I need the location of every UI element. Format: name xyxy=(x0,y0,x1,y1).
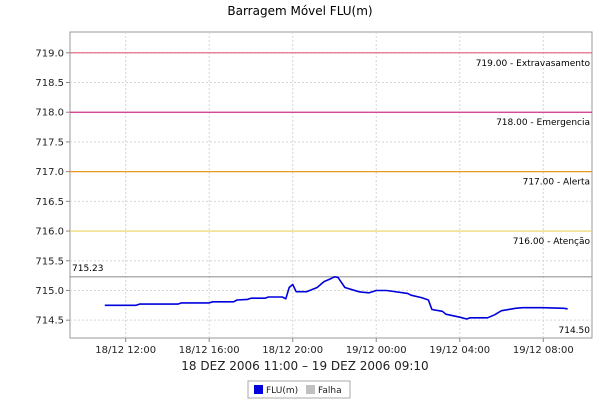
threshold-label: 716.00 - Atenção xyxy=(513,237,591,247)
legend-label: FLU(m) xyxy=(266,386,298,396)
legend-swatch xyxy=(254,385,263,394)
x-axis-label: 18 DEZ 2006 11:00 – 19 DEZ 2006 09:10 xyxy=(181,359,428,373)
legend: FLU(m) Falha xyxy=(247,380,351,399)
series-lines xyxy=(104,275,568,320)
threshold-label: 718.00 - Emergencia xyxy=(496,118,590,128)
x-tick-label: 19/12 08:00 xyxy=(513,345,574,356)
x-tick-label: 19/12 04:00 xyxy=(429,345,490,356)
y-axis: 714.5 715.0 715.5 716.0 716.5 717.0 717.5 718.0… xyxy=(35,48,70,327)
y-tick-label: 718.5 xyxy=(35,78,64,89)
x-tick-label: 18/12 12:00 xyxy=(95,345,156,356)
threshold-label: 717.00 - Alerta xyxy=(523,178,590,188)
threshold-lines: 719.00 - Extravasamento 718.00 - Emergenc… xyxy=(70,52,592,336)
threshold-label: 719.00 - Extravasamento xyxy=(476,59,591,69)
y-tick-label: 716.0 xyxy=(35,227,64,238)
legend-label: Falha xyxy=(318,386,342,396)
threshold-label: 715.23 xyxy=(72,264,104,274)
legend-swatch xyxy=(306,385,315,394)
chart-title: Barragem Móvel FLU(m) xyxy=(227,4,372,18)
series-line xyxy=(494,306,568,316)
y-tick-label: 714.5 xyxy=(35,316,64,327)
y-tick-label: 717.0 xyxy=(35,167,64,178)
x-tick-label: 18/12 20:00 xyxy=(262,345,323,356)
legend-box xyxy=(247,380,351,399)
annotation-label: 714.50 xyxy=(559,326,591,336)
y-tick-label: 717.5 xyxy=(35,137,64,148)
y-tick-label: 718.0 xyxy=(35,108,64,119)
y-tick-label: 719.0 xyxy=(35,48,64,59)
x-axis: 18/12 12:00 18/12 16:00 18/12 20:00 19/12 0… xyxy=(95,338,574,356)
x-tick-label: 18/12 16:00 xyxy=(179,345,240,356)
plot-area xyxy=(69,31,593,339)
y-tick-label: 715.0 xyxy=(35,286,64,297)
series-line xyxy=(104,275,495,320)
x-tick-label: 19/12 00:00 xyxy=(346,345,407,356)
y-tick-label: 716.5 xyxy=(35,197,64,208)
y-tick-label: 715.5 xyxy=(35,256,64,267)
